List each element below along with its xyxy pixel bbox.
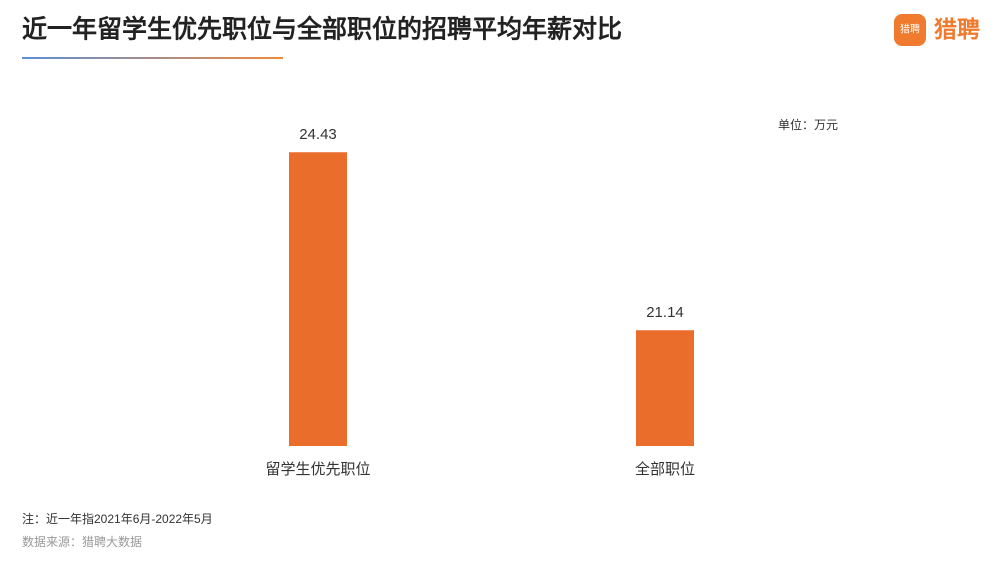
data-label: 21.14: [646, 304, 684, 321]
source: 数据来源：猎聘大数据: [22, 534, 142, 549]
note: 注：近一年指2021年6月-2022年5月: [22, 511, 213, 526]
title-underline: [22, 57, 283, 59]
data-label: 24.43: [299, 126, 337, 143]
logo-icon-text: 猎聘: [900, 23, 920, 36]
bar: [636, 330, 694, 446]
chart-title: 近一年留学生优先职位与全部职位的招聘平均年薪对比: [22, 15, 622, 44]
unit-label: 单位：万元: [778, 117, 838, 132]
x-tick-label: 留学生优先职位: [265, 461, 370, 478]
logo-text: 猎聘: [934, 16, 980, 42]
logo-icon: [894, 14, 926, 46]
bar: [289, 152, 347, 446]
x-tick-label: 全部职位: [635, 460, 695, 478]
